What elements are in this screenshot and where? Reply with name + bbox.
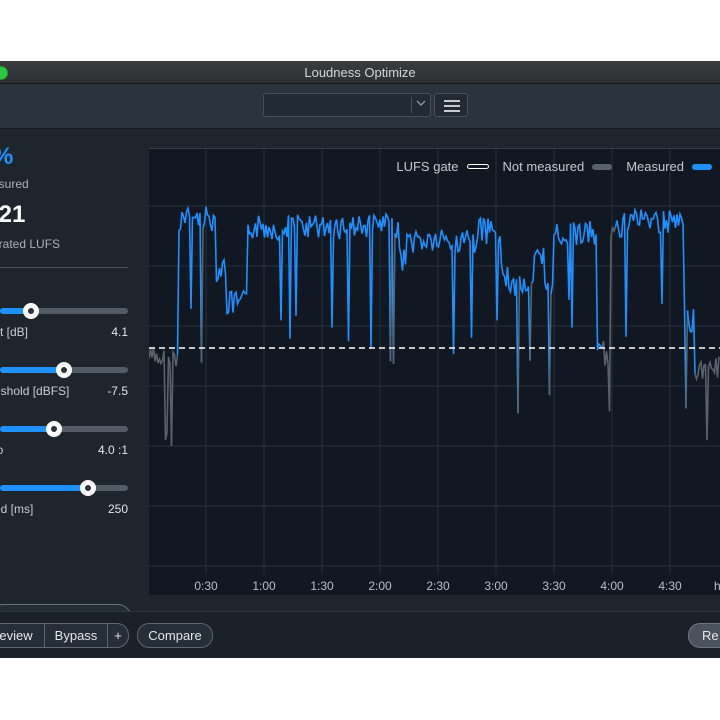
slider-label: st [dB] <box>0 325 29 339</box>
graph-legend: LUFS gate Not measured Measured <box>396 159 712 174</box>
measured-loudness-trace <box>530 247 551 396</box>
measured-loudness-trace <box>550 221 603 351</box>
time-tick-label: h:m <box>713 579 720 593</box>
time-tick-label: 1:00 <box>252 579 276 593</box>
plus-button[interactable]: + <box>107 623 129 648</box>
slider-fill <box>0 308 31 314</box>
slider-knob[interactable] <box>22 303 39 319</box>
not-measured-loudness-trace <box>548 293 552 396</box>
time-tick-label: 0:30 <box>194 579 218 593</box>
legend-not-measured-swatch <box>592 163 613 170</box>
time-tick-label: 1:30 <box>310 579 334 593</box>
preset-bar <box>0 84 720 129</box>
title-bar: Loudness Optimize <box>0 61 720 84</box>
hamburger-icon <box>444 100 460 112</box>
panel-divider <box>0 267 128 268</box>
slider-value: 4.0 :1 <box>97 443 128 457</box>
threshold-slider[interactable]: eshold [dBFS] -7.5 <box>0 362 130 402</box>
time-tick-label: 4:00 <box>600 579 624 593</box>
slider-knob[interactable] <box>56 362 72 378</box>
measured-loudness-trace <box>176 205 203 363</box>
slider-value: 250 <box>107 502 128 516</box>
not-measured-loudness-trace <box>392 233 396 364</box>
legend-measured-swatch <box>692 163 712 170</box>
preset-menu-button[interactable] <box>434 93 468 117</box>
slider-knob[interactable] <box>80 480 97 496</box>
slider-label: io <box>0 443 3 457</box>
measured-loudness-trace <box>518 276 531 361</box>
loudness-controls-panel: % asured .21 grated LUFS st [dB] 4.1 esh… <box>0 129 140 630</box>
slider-fill <box>0 367 64 373</box>
measured-loudness-trace <box>394 216 519 414</box>
slider-value: -7.5 <box>107 384 128 398</box>
time-tick-label: 3:00 <box>484 579 508 593</box>
slider-label: eshold [dBFS] <box>0 384 70 398</box>
integrated-lufs-value: .21 <box>0 201 26 228</box>
time-ruler[interactable]: 0:30 1:00 1:30 2:00 2:30 3:00 3:30 4:00 4:30 h:m <box>149 573 720 599</box>
dropdown-separator <box>411 97 412 113</box>
legend-measured-label: Measured <box>626 159 684 174</box>
not-measured-loudness-trace <box>529 283 533 361</box>
time-tick-label: 4:30 <box>658 579 682 593</box>
loudness-graph[interactable]: LUFS gate Not measured Measured <box>149 148 720 595</box>
slider-track <box>0 426 128 432</box>
slider-fill <box>0 426 54 432</box>
not-measured-loudness-trace <box>694 356 720 441</box>
not-measured-loudness-trace <box>149 347 179 447</box>
not-measured-loudness-trace <box>200 228 204 363</box>
not-measured-loudness-trace <box>685 310 689 409</box>
legend-not-measured-label: Not measured <box>502 159 585 174</box>
not-measured-loudness-trace <box>601 226 617 412</box>
window-title: Loudness Optimize <box>304 65 416 80</box>
measured-loudness-trace <box>202 206 392 362</box>
bottom-toolbar: eview Bypass + Compare Re <box>0 611 720 658</box>
target-slider[interactable]: st [dB] 4.1 <box>0 303 130 343</box>
time-tick-label: 3:30 <box>542 579 566 593</box>
render-button[interactable]: Re <box>688 623 720 648</box>
slider-label: ed [ms] <box>0 502 34 516</box>
measured-loudness-trace <box>614 207 687 409</box>
slider-fill <box>0 485 89 491</box>
time-tick-label: 2:00 <box>368 579 392 593</box>
slider-knob[interactable] <box>45 421 62 437</box>
compare-button[interactable]: Compare <box>137 623 213 648</box>
measured-loudness-trace <box>686 308 696 374</box>
not-measured-loudness-trace <box>517 276 521 414</box>
percent-measured-label: asured <box>0 177 29 191</box>
loudness-graph-canvas <box>149 149 720 574</box>
integrated-lufs-label: grated LUFS <box>0 237 61 251</box>
bypass-button[interactable]: Bypass <box>44 623 108 648</box>
legend-gate-label: LUFS gate <box>396 159 459 174</box>
ratio-slider[interactable]: io 4.0 :1 <box>0 421 130 461</box>
chevron-down-icon <box>416 100 426 106</box>
legend-gate-swatch <box>466 164 489 169</box>
time-tick-label: 2:30 <box>426 579 450 593</box>
preset-dropdown[interactable] <box>263 93 431 117</box>
slider-value: 4.1 <box>111 325 128 339</box>
plugin-window: Loudness Optimize % asured .21 grated LU… <box>0 61 720 658</box>
speed-slider[interactable]: ed [ms] 250 <box>0 480 130 520</box>
percent-measured-value: % <box>0 143 13 171</box>
preview-button[interactable]: eview <box>0 623 45 648</box>
slider-track <box>0 308 128 314</box>
